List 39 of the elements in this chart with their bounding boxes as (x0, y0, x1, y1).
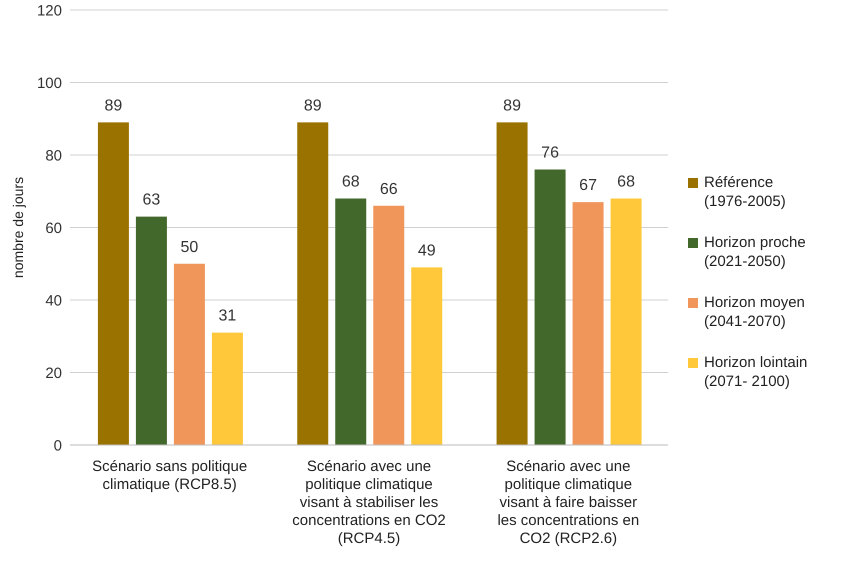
data-label: 63 (142, 192, 160, 209)
bar (212, 332, 243, 445)
x-tick-label: Scénario avec une politique climatique visant à faire baisser les concentrations en CO2 (RCP2.6) (497, 458, 640, 547)
data-label: 89 (304, 97, 322, 114)
y-axis-title: nombre de jours (10, 176, 26, 278)
data-label: 68 (342, 174, 360, 190)
y-tick-label: 100 (36, 74, 62, 92)
bar (373, 206, 404, 445)
bar (297, 122, 328, 445)
y-tick-label: 120 (36, 2, 62, 20)
data-label: 66 (380, 180, 398, 198)
data-label: 76 (541, 144, 560, 162)
data-label: 68 (617, 174, 636, 190)
bar (335, 198, 366, 445)
legend-label: Référence (1976-2005) (704, 172, 786, 210)
legend-label: Horizon lointain (2071- 2100) (704, 352, 808, 390)
data-label: 49 (418, 242, 436, 260)
data-label: 67 (579, 177, 598, 194)
bar (411, 267, 442, 445)
y-tick-label: 40 (45, 292, 62, 310)
bar (136, 216, 167, 445)
y-tick-label: 80 (45, 147, 62, 164)
bar (572, 202, 604, 445)
bar (610, 198, 642, 445)
data-label: 89 (104, 97, 122, 114)
bar (496, 122, 528, 445)
legend-label: Horizon moyen (2041-2070) (704, 292, 805, 330)
bar (534, 170, 566, 445)
bar (174, 264, 205, 445)
y-tick-label: 20 (45, 364, 62, 382)
data-label: 31 (218, 308, 236, 325)
legend-label: Horizon proche (2021-2050) (704, 232, 806, 270)
y-tick-label: 0 (54, 437, 62, 454)
data-label: 50 (180, 238, 198, 256)
x-tick-label: Scénario avec une politique climatique visant à stabiliser les concentrations en CO2 (RCP4.5) (292, 458, 446, 547)
bar (98, 122, 129, 445)
x-tick-label: Scénario sans politique climatique (RCP8.5) (92, 458, 248, 493)
y-tick-label: 60 (45, 220, 62, 237)
data-label: 89 (503, 97, 522, 114)
